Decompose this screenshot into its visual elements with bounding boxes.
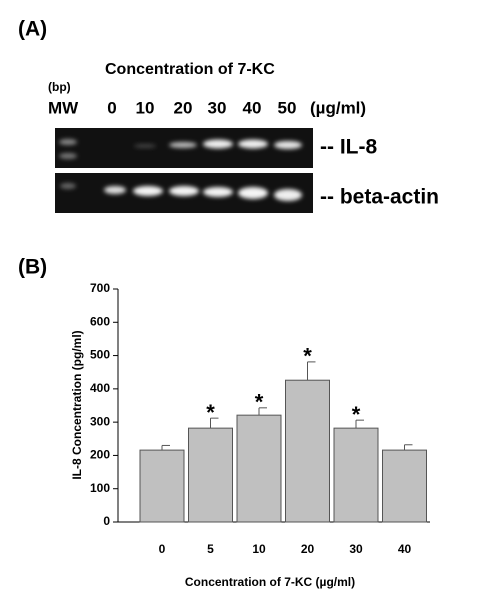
x-tick-label: 20: [301, 542, 315, 556]
bar: [236, 414, 282, 523]
y-tick-label: 0: [103, 514, 110, 528]
y-tick-label: 200: [90, 448, 110, 462]
gel-il8: [55, 128, 313, 168]
significance-mark: *: [206, 400, 215, 425]
bar: [139, 449, 185, 523]
panel-label: (B): [18, 256, 47, 279]
significance-mark: *: [255, 390, 264, 415]
y-tick-label: 300: [90, 414, 110, 428]
significance-mark: *: [303, 344, 312, 369]
y-axis-label: IL-8 Concentration (pg/ml): [70, 330, 84, 479]
band-label: -- beta-actin: [320, 186, 439, 209]
x-tick-label: 0: [159, 542, 166, 556]
lane-label: 10: [136, 98, 155, 117]
y-tick-label: 500: [90, 348, 110, 362]
bar: [382, 449, 427, 523]
gel-title: Concentration of 7-KC: [105, 61, 275, 78]
y-tick-label: 600: [90, 314, 110, 328]
y-tick-label: 400: [90, 381, 110, 395]
mw-label: MW: [48, 98, 79, 117]
bp-label: (bp): [48, 80, 71, 94]
lane-label: 40: [243, 98, 262, 117]
band-label: -- IL-8: [320, 136, 377, 159]
y-tick-label: 100: [90, 481, 110, 495]
panel-label: (A): [18, 18, 47, 41]
significance-mark: *: [352, 402, 361, 427]
x-tick-label: 30: [349, 542, 363, 556]
gel-bands: [59, 139, 302, 201]
bar: [285, 379, 330, 523]
bar: [333, 427, 379, 523]
lane-label: 30: [208, 98, 227, 117]
x-tick-label: 5: [207, 542, 214, 556]
y-tick-label: 700: [90, 281, 110, 295]
x-axis-label: Concentration of 7-KC (µg/ml): [185, 575, 355, 589]
x-tick-label: 40: [398, 542, 412, 556]
unit-label: (µg/ml): [310, 98, 366, 117]
lane-label: 50: [278, 98, 297, 117]
bar: [188, 427, 233, 523]
x-tick-label: 10: [252, 542, 266, 556]
lane-label: 20: [174, 98, 193, 117]
lane-label: 0: [107, 98, 116, 117]
